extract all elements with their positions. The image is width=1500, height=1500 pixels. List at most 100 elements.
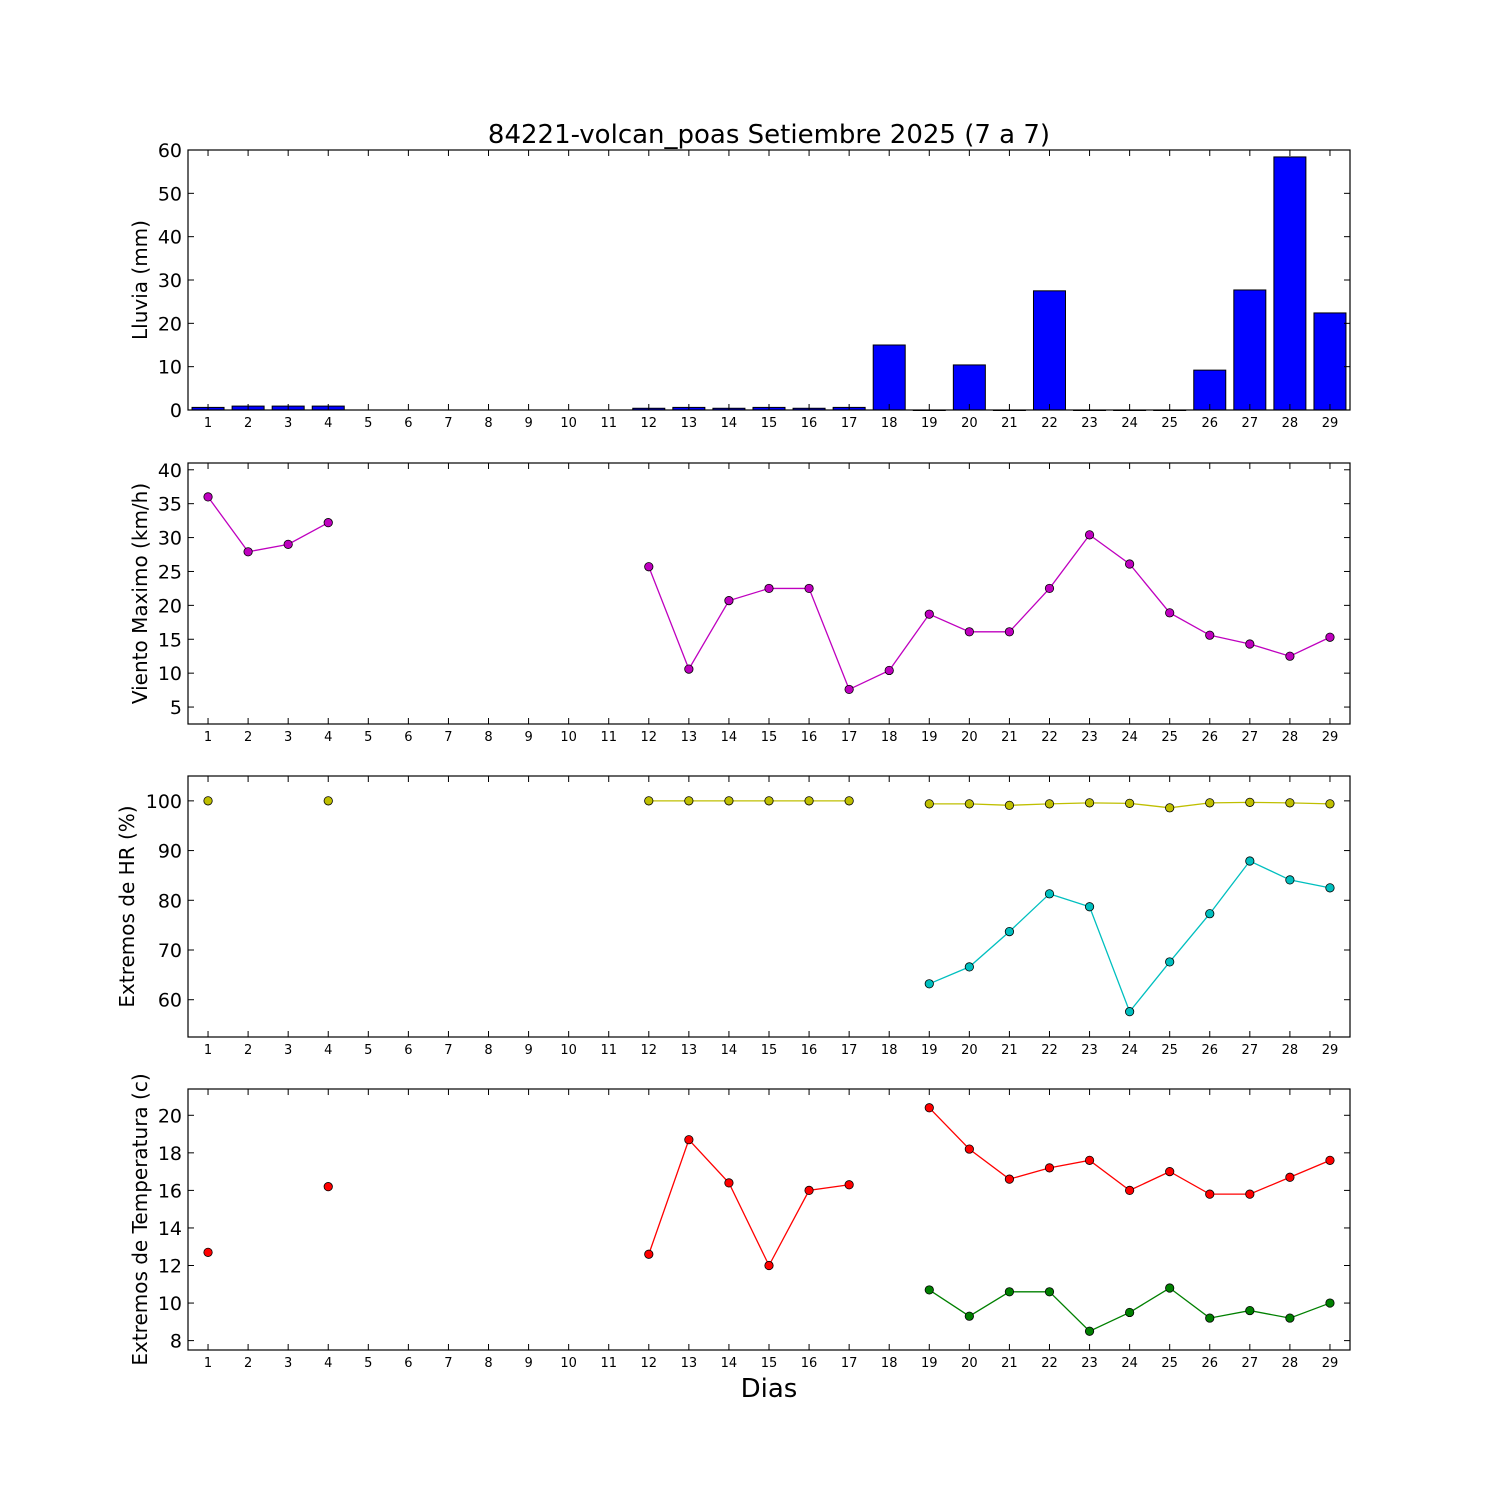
x-tick-label: 10 xyxy=(560,1356,577,1371)
x-tick-label: 10 xyxy=(560,730,577,745)
x-tick-label: 8 xyxy=(484,730,492,745)
x-tick-label: 11 xyxy=(600,730,617,745)
x-tick-label: 14 xyxy=(721,1043,738,1058)
point-day-4 xyxy=(323,796,333,806)
point-day-25 xyxy=(1165,957,1175,967)
panel-2: 1 2 3 4 5 6 7 8 9 10 11 12 13 14 15 16 17 18 19 20 21 22 23 24 2… xyxy=(128,460,1351,745)
x-tick-label: 21 xyxy=(1001,730,1018,745)
x-tick-label: 14 xyxy=(721,1356,738,1371)
x-tick-label: 11 xyxy=(600,1043,617,1058)
x-tick-label: 15 xyxy=(761,730,778,745)
series-line-1 xyxy=(207,496,329,553)
bar-day-20 xyxy=(952,364,986,411)
point-day-12 xyxy=(644,1249,654,1259)
point-day-28 xyxy=(1285,798,1295,808)
point-day-27 xyxy=(1245,797,1255,807)
x-tick-label: 14 xyxy=(721,416,738,431)
x-tick-label: 1 xyxy=(204,416,212,431)
y-tick-label: 20 xyxy=(158,313,182,335)
point-day-26 xyxy=(1205,1189,1215,1199)
x-tick-label: 3 xyxy=(284,730,292,745)
y-tick-label: 35 xyxy=(158,494,182,516)
x-tick-label: 13 xyxy=(681,1356,698,1371)
x-tick-label: 17 xyxy=(841,416,858,431)
x-tick-label: 15 xyxy=(761,1356,778,1371)
point-day-15 xyxy=(764,583,774,594)
point-day-21 xyxy=(1004,627,1015,637)
point-day-23 xyxy=(1084,1155,1095,1165)
point-day-20 xyxy=(964,799,974,809)
point-day-28 xyxy=(1285,1172,1295,1182)
x-tick-label: 9 xyxy=(524,730,532,745)
y-tick-label: 60 xyxy=(158,140,182,162)
point-day-17 xyxy=(844,684,854,695)
x-tick-label: 14 xyxy=(721,730,738,745)
x-tick-label: 21 xyxy=(1001,416,1018,431)
point-day-25 xyxy=(1165,1167,1175,1177)
panel-4: 1 2 3 4 5 6 7 8 9 10 11 12 13 14 15 16 17 18 19 20 21 22 23 24 2… xyxy=(128,1073,1351,1371)
point-day-21 xyxy=(1004,1287,1015,1297)
point-day-17 xyxy=(844,796,854,806)
y-tick-label: 16 xyxy=(158,1180,182,1202)
point-day-3 xyxy=(283,539,293,549)
x-tick-label: 18 xyxy=(881,1356,898,1371)
x-tick-label: 25 xyxy=(1161,730,1178,745)
point-day-22 xyxy=(1044,1287,1055,1297)
bar-day-22 xyxy=(1032,290,1066,411)
y-tick-label: 10 xyxy=(158,663,182,685)
x-tick-label: 16 xyxy=(801,416,818,431)
bar-day-29 xyxy=(1313,312,1347,411)
y-tick-label: 25 xyxy=(158,561,182,583)
y-axis-label: Viento Maximo (km/h) xyxy=(128,483,152,704)
x-tick-label: 25 xyxy=(1161,1356,1178,1371)
x-tick-label: 19 xyxy=(921,416,938,431)
x-tick-label: 29 xyxy=(1322,1356,1339,1371)
y-tick-label: 60 xyxy=(158,990,182,1012)
point-day-16 xyxy=(804,796,814,806)
bar-day-27 xyxy=(1233,289,1267,411)
point-day-2 xyxy=(243,547,253,557)
point-day-4 xyxy=(323,518,333,528)
point-day-26 xyxy=(1205,630,1215,640)
x-tick-label: 19 xyxy=(921,1356,938,1371)
x-tick-label: 27 xyxy=(1242,1043,1259,1058)
point-day-20 xyxy=(964,627,974,637)
chart-title: 84221-volcan_poas Setiembre 2025 (7 a 7) xyxy=(488,120,1050,150)
y-tick-label: 0 xyxy=(170,400,182,422)
point-day-21 xyxy=(1004,1174,1015,1184)
point-day-26 xyxy=(1205,909,1215,919)
x-tick-label: 28 xyxy=(1282,730,1299,745)
point-day-24 xyxy=(1125,1307,1135,1318)
x-tick-label: 20 xyxy=(961,1356,978,1371)
y-tick-label: 30 xyxy=(158,528,182,550)
point-day-12 xyxy=(644,796,654,806)
point-day-29 xyxy=(1325,1155,1335,1165)
x-tick-label: 5 xyxy=(364,730,372,745)
x-tick-label: 18 xyxy=(881,416,898,431)
x-tick-label: 27 xyxy=(1242,416,1259,431)
point-day-19 xyxy=(924,799,934,809)
point-day-13 xyxy=(684,664,694,674)
y-tick-label: 10 xyxy=(158,1293,182,1315)
point-day-25 xyxy=(1165,803,1175,813)
point-day-1 xyxy=(203,492,213,502)
y-tick-label: 50 xyxy=(158,183,182,205)
x-tick-label: 12 xyxy=(641,1356,658,1371)
y-axis-label: Extremos de HR (%) xyxy=(115,805,139,1007)
point-day-24 xyxy=(1125,559,1135,569)
series-line-1 xyxy=(648,533,1331,691)
x-tick-label: 7 xyxy=(444,416,452,431)
series-line-1 xyxy=(648,1138,850,1267)
point-day-27 xyxy=(1245,639,1255,649)
point-day-24 xyxy=(1125,798,1135,808)
y-tick-label: 8 xyxy=(170,1331,182,1353)
point-day-16 xyxy=(804,1185,814,1195)
point-day-16 xyxy=(804,583,814,594)
x-tick-label: 28 xyxy=(1282,416,1299,431)
point-day-22 xyxy=(1044,1163,1055,1173)
x-tick-label: 13 xyxy=(681,416,698,431)
x-tick-label: 3 xyxy=(284,1043,292,1058)
x-tick-label: 18 xyxy=(881,1043,898,1058)
x-tick-label: 24 xyxy=(1121,730,1138,745)
